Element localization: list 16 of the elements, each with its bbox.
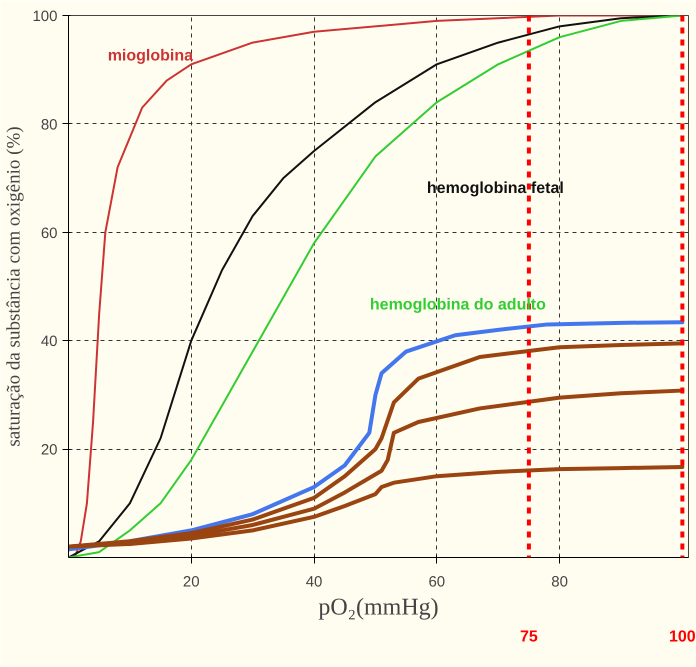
ref-line-label: 75 bbox=[520, 628, 538, 646]
y-tick-label: 60 bbox=[40, 224, 58, 242]
annotation: hemoglobina do adulto bbox=[370, 296, 546, 314]
annotation: hemoglobina fetal bbox=[426, 180, 564, 198]
x-tick-label: 40 bbox=[306, 574, 322, 590]
y-tick-label: 40 bbox=[40, 333, 58, 350]
x-tick-label: 80 bbox=[551, 574, 568, 590]
annotation: mioglobina bbox=[108, 48, 194, 65]
ref-line-label: 100 bbox=[669, 628, 696, 646]
y-axis-title: saturação da substância com oxigênio (%) bbox=[3, 126, 24, 447]
y-tick-label: 80 bbox=[40, 116, 58, 134]
y-tick-label: 20 bbox=[40, 442, 58, 459]
x-axis-title: pO₂(mmHg) bbox=[318, 594, 439, 620]
y-tick-label: 100 bbox=[32, 8, 58, 25]
x-tick-label: 60 bbox=[428, 574, 446, 590]
x-tick-label: 20 bbox=[182, 574, 200, 590]
